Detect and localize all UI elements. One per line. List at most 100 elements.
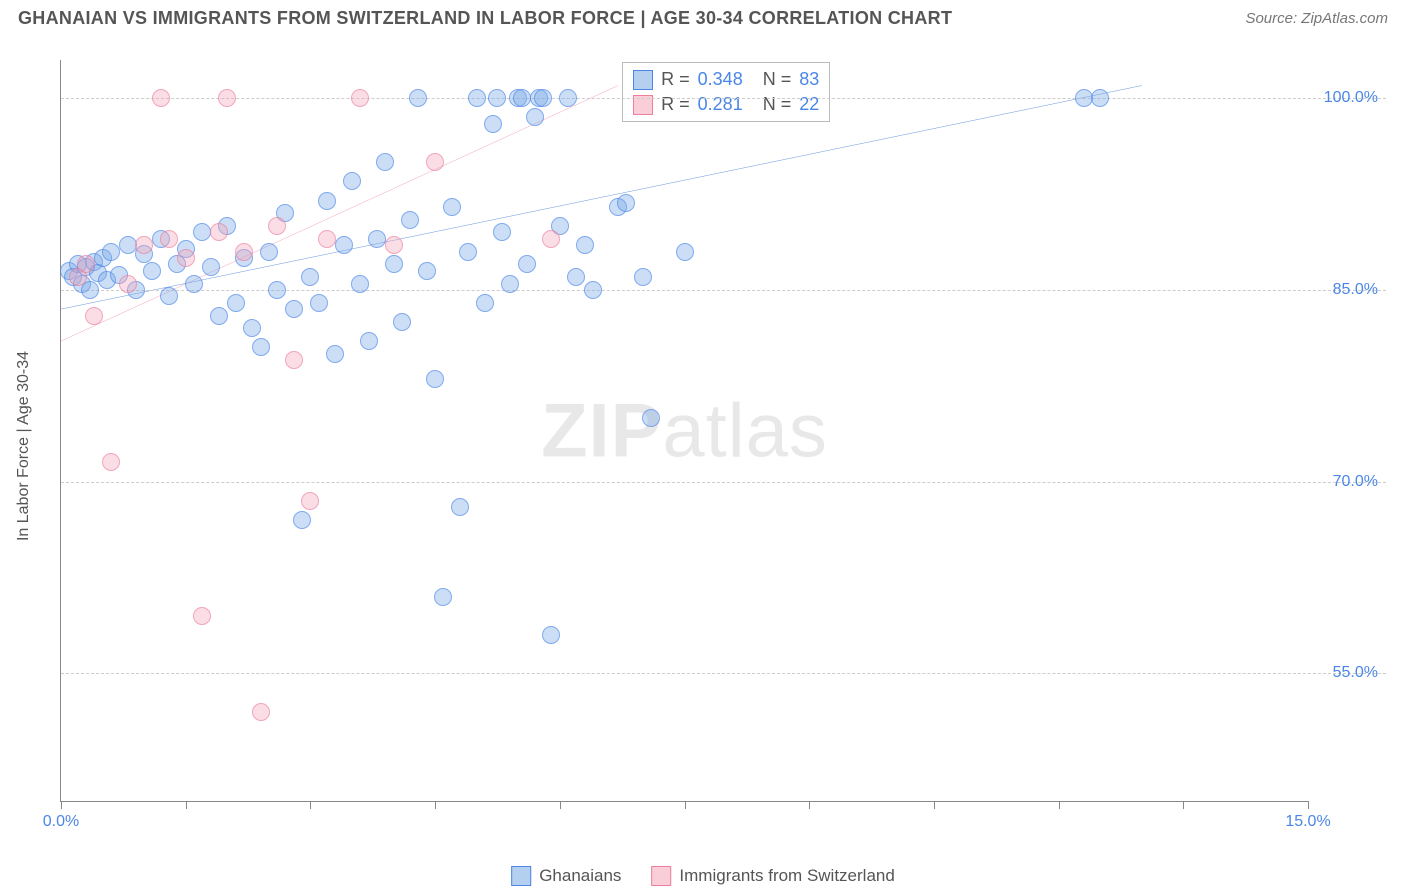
chart-source: Source: ZipAtlas.com	[1245, 10, 1388, 27]
data-point	[385, 236, 403, 254]
stats-n-label: N =	[763, 69, 792, 90]
data-point	[534, 89, 552, 107]
data-point	[443, 198, 461, 216]
data-point	[285, 300, 303, 318]
data-point	[310, 294, 328, 312]
y-tick-label: 70.0%	[1333, 473, 1378, 491]
gridline	[61, 482, 1386, 483]
data-point	[85, 307, 103, 325]
x-tick	[1308, 801, 1309, 809]
x-tick-label: 15.0%	[1285, 813, 1330, 831]
legend-label: Ghanaians	[539, 866, 621, 886]
legend-item: Immigrants from Switzerland	[651, 866, 894, 886]
data-point	[451, 498, 469, 516]
stats-r-label: R =	[661, 94, 690, 115]
data-point	[252, 338, 270, 356]
data-point	[567, 268, 585, 286]
x-tick	[934, 801, 935, 809]
data-point	[584, 281, 602, 299]
data-point	[401, 211, 419, 229]
data-point	[518, 255, 536, 273]
y-tick-label: 85.0%	[1333, 281, 1378, 299]
data-point	[268, 281, 286, 299]
data-point	[542, 626, 560, 644]
x-tick	[310, 801, 311, 809]
data-point	[218, 89, 236, 107]
data-point	[368, 230, 386, 248]
watermark-bold: ZIP	[541, 388, 662, 473]
plot-area: ZIPatlas R = 0.348N = 83R = 0.281N = 22 …	[60, 60, 1308, 802]
data-point	[559, 89, 577, 107]
stats-row: R = 0.281 N = 22	[633, 92, 819, 117]
x-tick	[560, 801, 561, 809]
data-point	[293, 511, 311, 529]
data-point	[501, 275, 519, 293]
data-point	[488, 89, 506, 107]
data-point	[484, 115, 502, 133]
data-point	[642, 409, 660, 427]
data-point	[102, 243, 120, 261]
chart-title: GHANAIAN VS IMMIGRANTS FROM SWITZERLAND …	[18, 8, 952, 29]
data-point	[335, 236, 353, 254]
data-point	[634, 268, 652, 286]
chart-container: In Labor Force | Age 30-34 ZIPatlas R = …	[40, 40, 1388, 852]
data-point	[393, 313, 411, 331]
data-point	[576, 236, 594, 254]
data-point	[260, 243, 278, 261]
data-point	[418, 262, 436, 280]
data-point	[177, 249, 195, 267]
data-point	[360, 332, 378, 350]
data-point	[210, 307, 228, 325]
stats-row: R = 0.348N = 83	[633, 67, 819, 92]
data-point	[476, 294, 494, 312]
data-point	[493, 223, 511, 241]
data-point	[351, 89, 369, 107]
x-tick-label: 0.0%	[43, 813, 79, 831]
trend-lines	[61, 60, 1308, 801]
gridline	[61, 290, 1386, 291]
data-point	[426, 153, 444, 171]
data-point	[513, 89, 531, 107]
data-point	[268, 217, 286, 235]
data-point	[426, 370, 444, 388]
data-point	[1075, 89, 1093, 107]
legend-item: Ghanaians	[511, 866, 621, 886]
data-point	[301, 268, 319, 286]
x-tick	[1059, 801, 1060, 809]
chart-header: GHANAIAN VS IMMIGRANTS FROM SWITZERLAND …	[0, 0, 1406, 33]
data-point	[210, 223, 228, 241]
data-point	[301, 492, 319, 510]
watermark-light: atlas	[662, 388, 828, 473]
data-point	[193, 223, 211, 241]
data-point	[102, 453, 120, 471]
x-tick	[685, 801, 686, 809]
data-point	[119, 236, 137, 254]
data-point	[318, 230, 336, 248]
data-point	[227, 294, 245, 312]
legend: Ghanaians Immigrants from Switzerland	[511, 866, 895, 886]
x-tick	[186, 801, 187, 809]
data-point	[409, 89, 427, 107]
data-point	[252, 703, 270, 721]
y-tick-label: 100.0%	[1324, 89, 1378, 107]
data-point	[385, 255, 403, 273]
stats-r-label: R =	[661, 69, 690, 90]
stats-n-value: 22	[799, 94, 819, 115]
legend-label: Immigrants from Switzerland	[679, 866, 894, 886]
stats-n-value: 83	[799, 69, 819, 90]
data-point	[434, 588, 452, 606]
data-point	[351, 275, 369, 293]
correlation-stats-box: R = 0.348N = 83R = 0.281 N = 22	[622, 62, 830, 122]
data-point	[285, 351, 303, 369]
stats-n-label: N =	[763, 94, 792, 115]
data-point	[119, 275, 137, 293]
data-point	[202, 258, 220, 276]
data-point	[459, 243, 477, 261]
x-tick	[61, 801, 62, 809]
data-point	[526, 108, 544, 126]
stats-r-value: 0.281	[698, 94, 743, 115]
data-point	[135, 236, 153, 254]
gridline	[61, 673, 1386, 674]
data-point	[468, 89, 486, 107]
data-point	[542, 230, 560, 248]
